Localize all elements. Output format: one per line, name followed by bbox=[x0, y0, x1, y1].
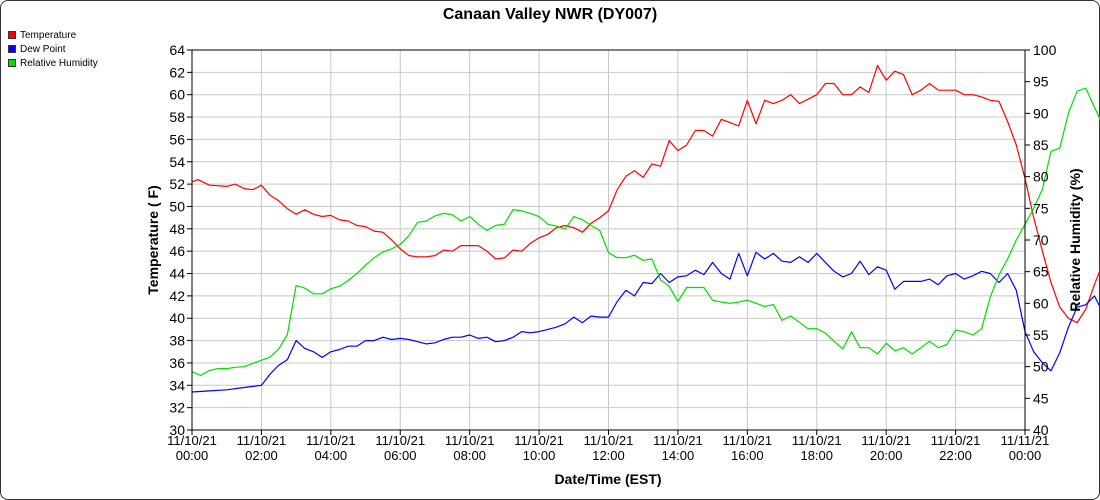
x-tick-time: 16:00 bbox=[731, 448, 764, 463]
left-tick-label: 56 bbox=[169, 131, 185, 147]
left-tick-label: 34 bbox=[169, 377, 185, 393]
legend-label-dew-point: Dew Point bbox=[20, 43, 66, 55]
right-tick-label: 75 bbox=[1033, 200, 1049, 216]
x-tick-time: 04:00 bbox=[315, 448, 348, 463]
legend-item-relative-humidity: Relative Humidity bbox=[8, 56, 98, 70]
x-tick-time: 02:00 bbox=[245, 448, 278, 463]
right-tick-label: 60 bbox=[1033, 295, 1049, 311]
legend-swatch-dew-point bbox=[8, 45, 16, 53]
x-tick-date: 11/10/21 bbox=[653, 433, 703, 448]
left-tick-label: 36 bbox=[169, 355, 185, 371]
left-tick-label: 44 bbox=[169, 266, 185, 282]
legend: Temperature Dew Point Relative Humidity bbox=[8, 28, 98, 70]
left-tick-label: 62 bbox=[169, 64, 185, 80]
x-tick-time: 00:00 bbox=[1009, 448, 1042, 463]
x-tick-date: 11/11/21 bbox=[1001, 433, 1050, 448]
series-line-temperature bbox=[191, 64, 1100, 324]
left-tick-label: 60 bbox=[169, 87, 185, 103]
x-tick-date: 11/10/21 bbox=[445, 433, 495, 448]
left-tick-label: 48 bbox=[169, 221, 185, 237]
right-tick-label: 90 bbox=[1033, 105, 1049, 121]
x-tick-date: 11/10/21 bbox=[584, 433, 634, 448]
x-tick-time: 14:00 bbox=[662, 448, 695, 463]
x-tick-time: 08:00 bbox=[453, 448, 486, 463]
x-tick-date: 11/10/21 bbox=[237, 433, 287, 448]
legend-label-temperature: Temperature bbox=[20, 29, 77, 41]
x-tick-date: 11/10/21 bbox=[792, 433, 842, 448]
left-tick-label: 58 bbox=[169, 109, 185, 125]
left-axis-ticks: 30 32 34 36 38 40 42 44 46 48 50 52 54 56 58 60 62 64 bbox=[169, 42, 192, 438]
x-tick-date: 11/10/21 bbox=[306, 433, 356, 448]
x-axis-ticks: 11/10/2100:0011/10/2102:0011/10/2104:001… bbox=[167, 430, 1049, 463]
x-tick-time: 20:00 bbox=[870, 448, 903, 463]
legend-item-dew-point: Dew Point bbox=[8, 42, 98, 56]
x-tick-time: 00:00 bbox=[176, 448, 209, 463]
left-tick-label: 54 bbox=[169, 154, 185, 170]
left-tick-label: 50 bbox=[169, 198, 185, 214]
x-tick-time: 18:00 bbox=[800, 448, 833, 463]
right-axis-ticks: 40 45 50 55 60 65 70 75 80 85 90 95 100 bbox=[1025, 42, 1057, 438]
x-tick-date: 11/10/21 bbox=[167, 433, 217, 448]
x-tick-date: 11/10/21 bbox=[931, 433, 981, 448]
x-tick-time: 10:00 bbox=[523, 448, 556, 463]
chart-title: Canaan Valley NWR (DY007) bbox=[443, 6, 657, 23]
right-tick-label: 85 bbox=[1033, 137, 1049, 153]
right-tick-label: 95 bbox=[1033, 74, 1049, 90]
left-tick-label: 30 bbox=[169, 422, 185, 438]
series-line-dew-point bbox=[191, 251, 1100, 393]
y-axis-label: Temperature ( F) bbox=[145, 185, 161, 294]
left-tick-label: 40 bbox=[169, 310, 185, 326]
x-tick-time: 22:00 bbox=[939, 448, 972, 463]
x-tick-date: 11/10/21 bbox=[514, 433, 564, 448]
legend-label-relative-humidity: Relative Humidity bbox=[20, 57, 98, 69]
left-tick-label: 46 bbox=[169, 243, 185, 259]
x-axis-label: Date/Time (EST) bbox=[554, 471, 661, 487]
right-tick-label: 70 bbox=[1033, 232, 1049, 248]
x-tick-time: 06:00 bbox=[384, 448, 417, 463]
y2-axis-label: Relative Humidity (%) bbox=[1067, 168, 1083, 311]
left-tick-label: 38 bbox=[169, 333, 185, 349]
right-tick-label: 65 bbox=[1033, 264, 1049, 280]
right-tick-label: 80 bbox=[1033, 169, 1049, 185]
right-tick-label: 40 bbox=[1033, 422, 1049, 438]
x-tick-date: 11/10/21 bbox=[375, 433, 425, 448]
legend-item-temperature: Temperature bbox=[8, 28, 98, 42]
left-tick-label: 42 bbox=[169, 288, 185, 304]
left-tick-label: 64 bbox=[169, 42, 185, 58]
right-tick-label: 55 bbox=[1033, 327, 1049, 343]
legend-swatch-relative-humidity bbox=[8, 59, 16, 67]
x-tick-time: 12:00 bbox=[592, 448, 625, 463]
right-tick-label: 45 bbox=[1033, 390, 1049, 406]
left-tick-label: 32 bbox=[169, 400, 185, 416]
left-tick-label: 52 bbox=[169, 176, 185, 192]
grid bbox=[191, 49, 1026, 431]
series-line-relative-humidity bbox=[191, 87, 1100, 377]
series-layer bbox=[191, 64, 1100, 393]
x-tick-date: 11/10/21 bbox=[723, 433, 773, 448]
right-tick-label: 50 bbox=[1033, 359, 1049, 375]
x-tick-date: 11/10/21 bbox=[861, 433, 911, 448]
legend-swatch-temperature bbox=[8, 31, 16, 39]
right-tick-label: 100 bbox=[1033, 42, 1057, 58]
